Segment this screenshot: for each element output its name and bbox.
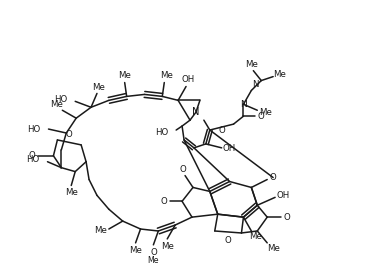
Text: OH: OH <box>223 144 236 153</box>
Text: N: N <box>192 107 200 117</box>
Text: O: O <box>161 197 168 206</box>
Text: Me: Me <box>273 70 285 79</box>
Text: HO: HO <box>26 155 40 164</box>
Text: O: O <box>218 126 225 134</box>
Text: HO: HO <box>54 95 67 104</box>
Text: Me: Me <box>50 100 63 109</box>
Text: Me: Me <box>65 188 78 197</box>
Text: N: N <box>252 80 259 89</box>
Text: HO: HO <box>155 128 168 137</box>
Text: O: O <box>283 213 290 222</box>
Text: O: O <box>180 165 186 174</box>
Text: Me: Me <box>160 71 173 80</box>
Text: Me: Me <box>249 232 262 242</box>
Text: O: O <box>258 112 265 121</box>
Text: Me: Me <box>161 242 174 251</box>
Text: O: O <box>66 130 73 140</box>
Text: Me: Me <box>259 108 272 117</box>
Text: OH: OH <box>276 191 290 200</box>
Text: O: O <box>270 173 277 182</box>
Text: Me: Me <box>93 83 106 92</box>
Text: N: N <box>240 100 247 109</box>
Text: HO: HO <box>27 125 40 133</box>
Text: Me: Me <box>129 246 142 255</box>
Text: O: O <box>224 236 231 245</box>
Text: Me: Me <box>118 71 131 80</box>
Text: Me: Me <box>245 60 258 69</box>
Text: Me: Me <box>147 256 159 265</box>
Text: O: O <box>28 151 35 160</box>
Text: O: O <box>150 248 157 257</box>
Text: Me: Me <box>267 244 280 253</box>
Text: OH: OH <box>181 75 195 84</box>
Text: Me: Me <box>94 226 107 235</box>
